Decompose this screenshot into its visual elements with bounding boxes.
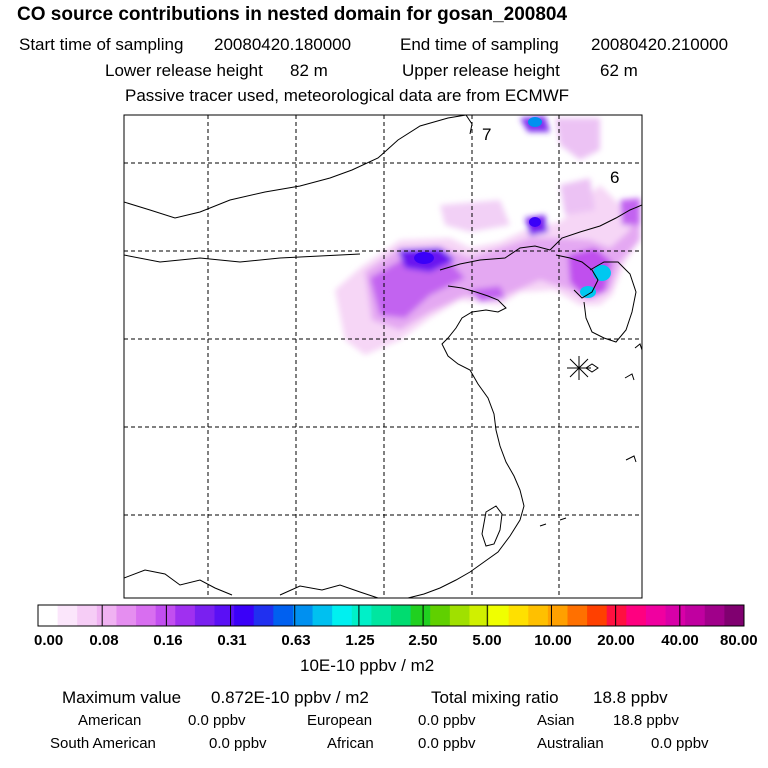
tracer-note: Passive tracer used, meteorological data… [125, 86, 570, 105]
region-value: 0.0 ppbv [418, 735, 476, 752]
colorbar-swatch [508, 605, 529, 626]
total-mixing-value: 18.8 ppbv [593, 688, 668, 707]
colorbar-swatch [704, 605, 725, 626]
upper-height-value: 62 m [600, 61, 638, 80]
colorbar-swatch [430, 605, 451, 626]
colorbar-tick-label: 1.25 [345, 632, 375, 649]
region-name: Asian [537, 712, 575, 729]
region-name: Australian [537, 735, 604, 752]
max-value: 0.872E-10 ppbv / m2 [211, 688, 369, 707]
contour-label-6: 6 [610, 168, 619, 187]
colorbar-swatch [469, 605, 490, 626]
colorbar-swatch [57, 605, 78, 626]
colorbar-tick-label: 0.63 [281, 632, 311, 649]
region-name: American [78, 712, 142, 729]
colorbar-tick-label: 10.00 [534, 632, 572, 649]
colorbar-swatch [273, 605, 294, 626]
colorbar-swatch [449, 605, 470, 626]
colorbar-swatch [194, 605, 215, 626]
coastlines [124, 115, 642, 598]
colorbar-swatch [489, 605, 510, 626]
colorbar-tick-label: 80.00 [720, 632, 758, 649]
colorbar-tick-label: 0.08 [89, 632, 119, 649]
end-time-label: End time of sampling [400, 35, 559, 54]
colorbar-tick-label: 2.50 [408, 632, 438, 649]
contour-label-7: 7 [482, 125, 491, 144]
lower-height-value: 82 m [290, 61, 328, 80]
colorbar-swatch [175, 605, 196, 626]
colorbar-tick-label: 40.00 [661, 632, 699, 649]
colorbar-swatch [351, 605, 372, 626]
colorbar-swatch [587, 605, 608, 626]
region-name: South American [50, 735, 156, 752]
colorbar-tick-label: 0.00 [34, 632, 64, 649]
colorbar-swatch [155, 605, 176, 626]
colorbar-swatch [253, 605, 274, 626]
colorbar-swatch [724, 605, 745, 626]
colorbar-swatch [567, 605, 588, 626]
region-value: 18.8 ppbv [613, 712, 679, 729]
colorbar-tick-label: 0.16 [153, 632, 183, 649]
start-time-value: 20080420.180000 [214, 35, 352, 54]
colorbar-swatch [214, 605, 235, 626]
start-time-label: Start time of sampling [19, 35, 184, 54]
colorbar-swatch [410, 605, 431, 626]
colorbar-tick-label: 20.00 [597, 632, 635, 649]
max-value-label: Maximum value [62, 688, 182, 707]
tracer-plume [335, 116, 640, 355]
page-title: CO source contributions in nested domain… [17, 4, 568, 25]
region-value: 0.0 ppbv [209, 735, 267, 752]
colorbar-swatch [136, 605, 157, 626]
region-value: 0.0 ppbv [188, 712, 246, 729]
end-time-value: 20080420.210000 [591, 35, 729, 54]
colorbar-swatch [38, 605, 59, 626]
colorbar-swatch [547, 605, 568, 626]
total-mixing-label: Total mixing ratio [431, 688, 559, 707]
colorbar-tick-label: 5.00 [472, 632, 502, 649]
colorbar-swatch [96, 605, 117, 626]
colorbar-frame [37, 604, 745, 627]
map-frame [123, 114, 643, 599]
region-value: 0.0 ppbv [651, 735, 709, 752]
colorbar-swatch [332, 605, 353, 626]
colorbar-swatch [685, 605, 706, 626]
colorbar-unit: 10E-10 ppbv / m2 [300, 656, 435, 675]
colorbar-swatch [626, 605, 647, 626]
colorbar-swatch [606, 605, 627, 626]
colorbar-swatch [371, 605, 392, 626]
colorbar-swatch [292, 605, 314, 626]
upper-height-label: Upper release height [402, 61, 560, 80]
colorbar-swatch [528, 605, 549, 626]
colorbar-swatch [116, 605, 137, 626]
lat-lon-grid [124, 115, 642, 598]
region-name: African [327, 735, 374, 752]
colorbar-swatch [77, 605, 98, 626]
colorbar-swatch [391, 605, 412, 626]
region-name: European [307, 712, 373, 729]
colorbar-swatch [312, 605, 333, 626]
tracer-hotspots [414, 117, 611, 298]
lower-height-label: Lower release height [105, 61, 263, 80]
colorbar [37, 604, 745, 627]
receptor-star-icon [567, 356, 591, 380]
colorbar-tick-label: 0.31 [217, 632, 247, 649]
colorbar-swatch [645, 605, 667, 626]
colorbar-swatch [234, 605, 255, 626]
region-value: 0.0 ppbv [418, 712, 476, 729]
colorbar-swatch [665, 605, 686, 626]
